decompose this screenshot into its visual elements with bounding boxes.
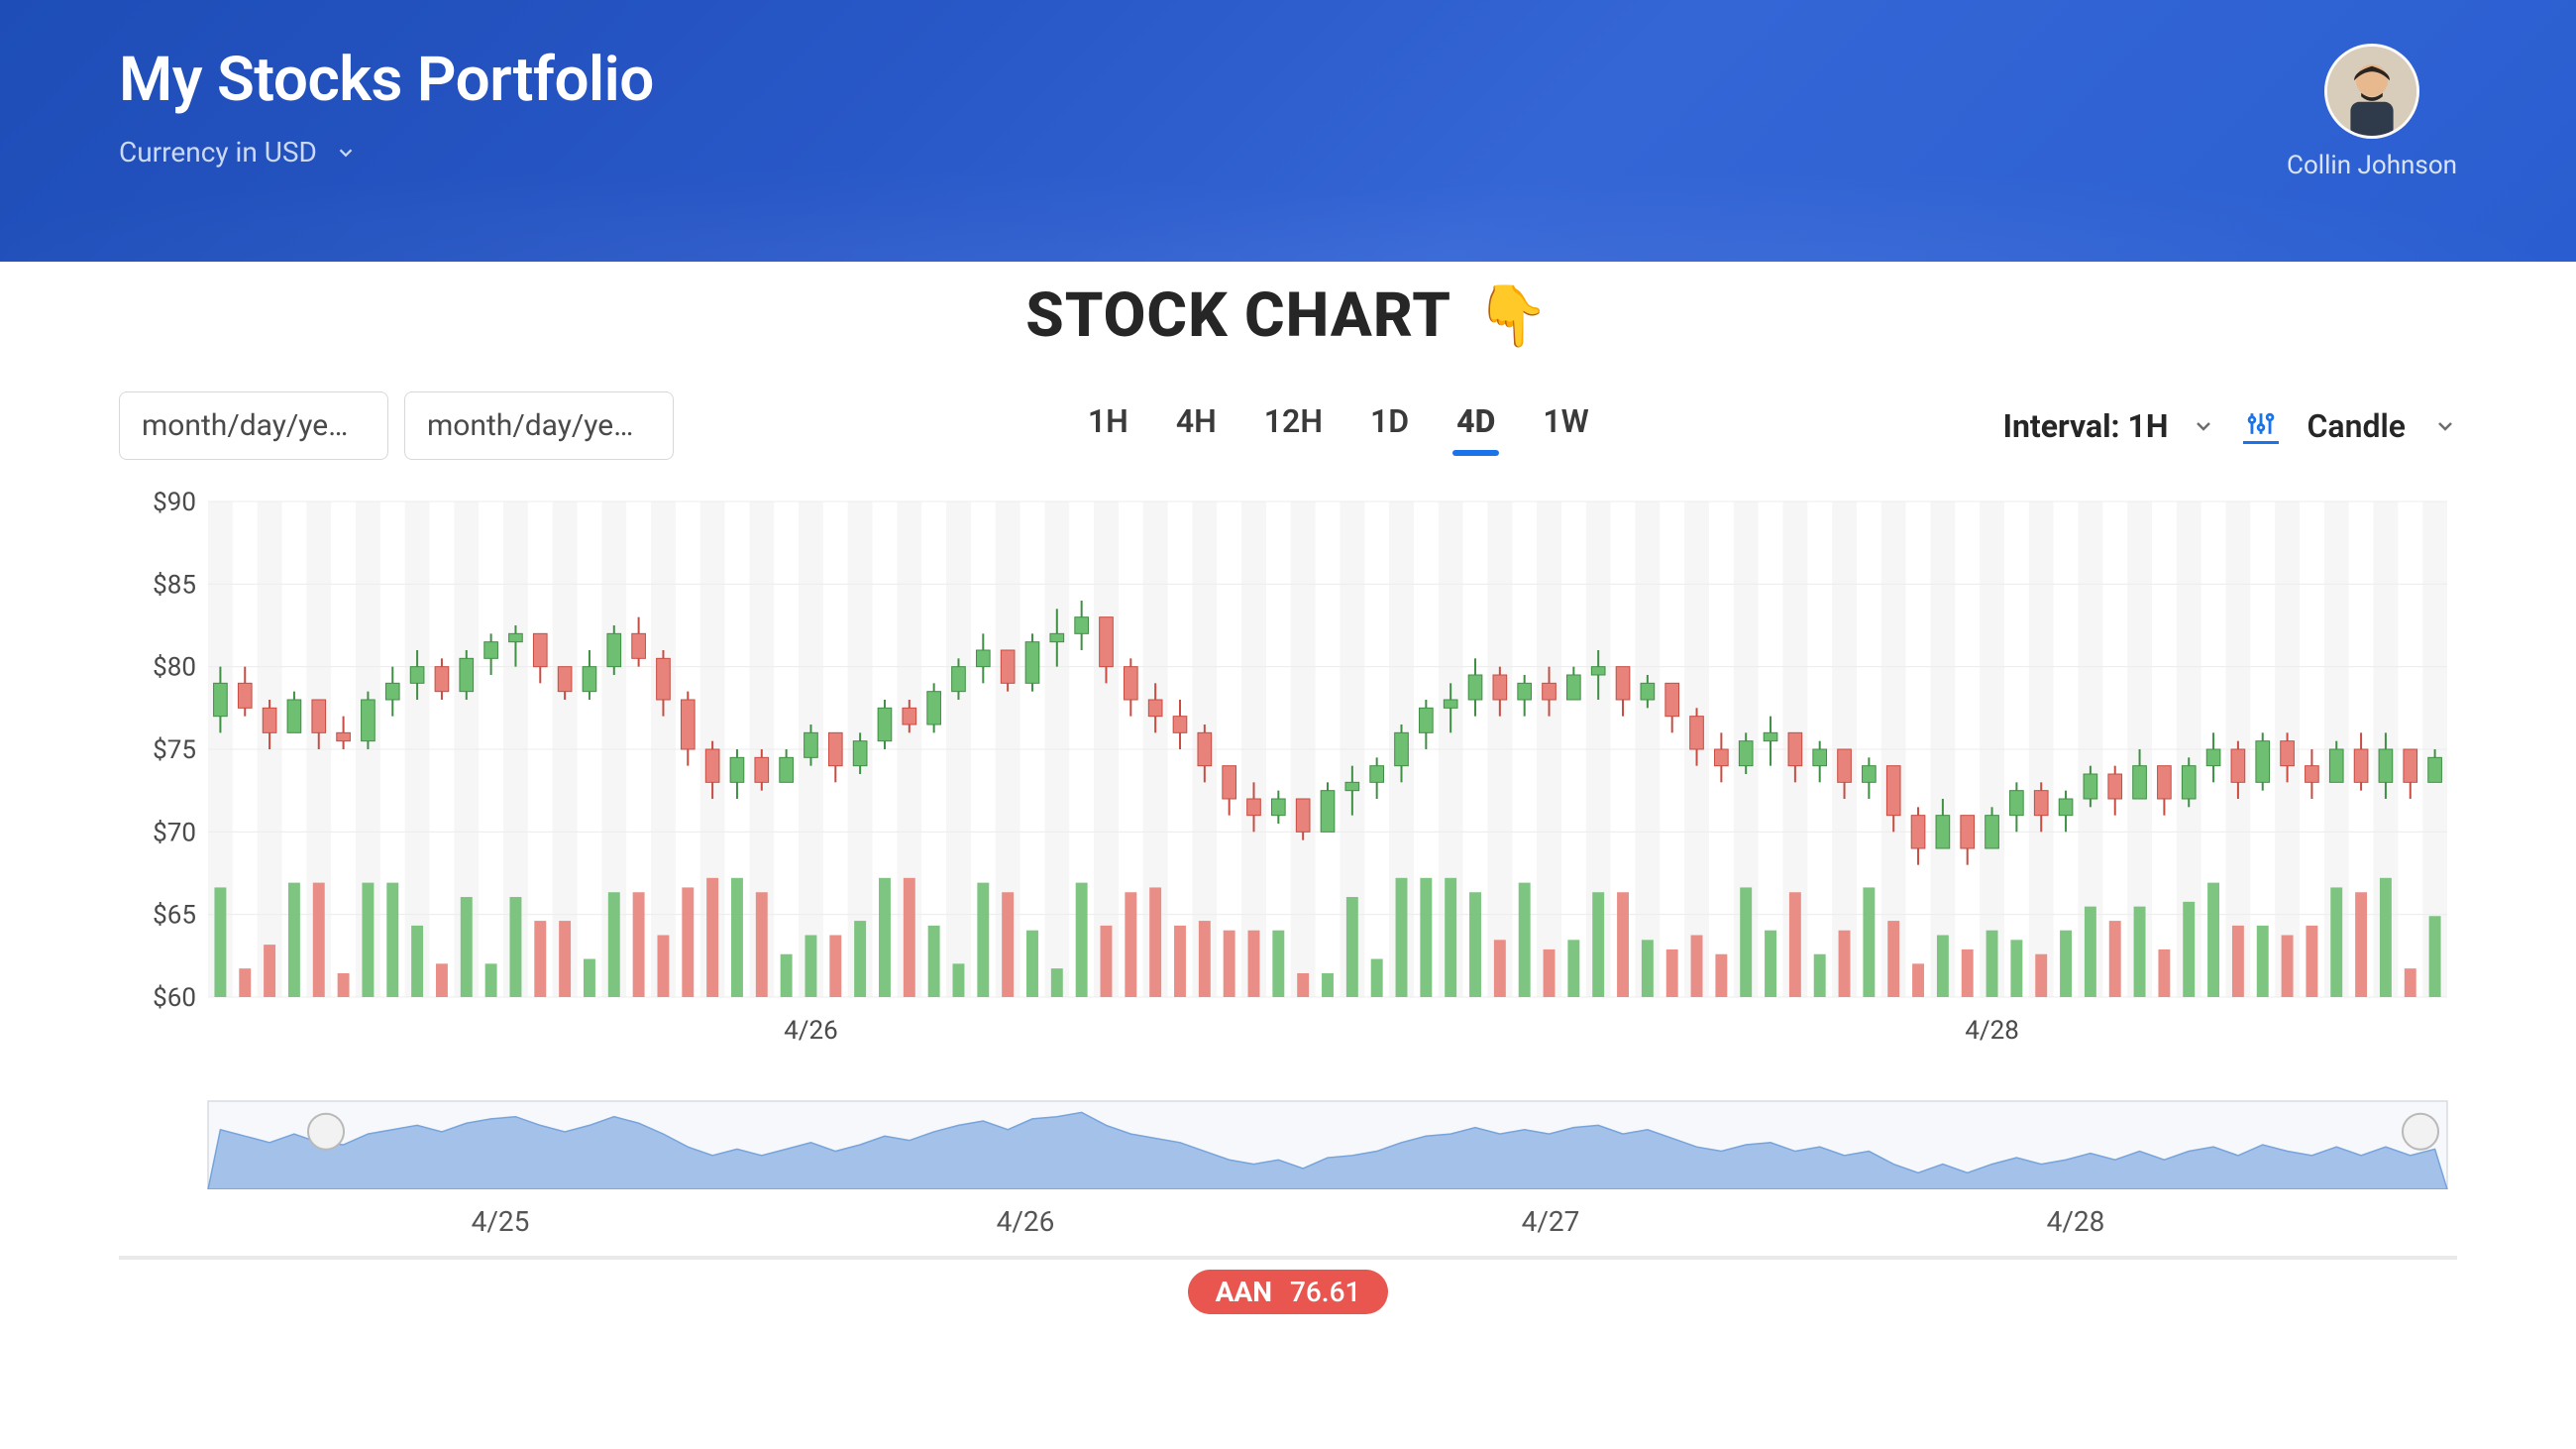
- range-button-4d[interactable]: 4D: [1452, 402, 1499, 450]
- chevron-down-icon: [2433, 414, 2457, 438]
- main-content: STOCK CHART 👇 month/day/ye… month/day/ye…: [0, 262, 2576, 1314]
- svg-text:$70: $70: [153, 818, 196, 847]
- svg-text:4/26: 4/26: [784, 1016, 838, 1046]
- currency-selector[interactable]: Currency in USD: [119, 136, 654, 168]
- user-block[interactable]: Collin Johnson: [2287, 44, 2457, 180]
- range-button-1h[interactable]: 1H: [1084, 402, 1132, 450]
- range-button-12h[interactable]: 12H: [1260, 402, 1327, 450]
- range-button-group: 1H 4H 12H 1D 4D 1W: [1084, 402, 1593, 450]
- interval-label: Interval: 1H: [2003, 407, 2169, 445]
- chart-type-select[interactable]: Candle: [2307, 407, 2457, 445]
- range-button-1w[interactable]: 1W: [1539, 402, 1592, 450]
- currency-label: Currency in USD: [119, 136, 317, 168]
- avatar[interactable]: [2324, 44, 2419, 139]
- app-header: My Stocks Portfolio Currency in USD Coll…: [0, 0, 2576, 262]
- overview-x-label: 4/28: [2047, 1205, 2105, 1238]
- svg-text:$80: $80: [153, 653, 196, 683]
- overview-chart[interactable]: [119, 1100, 2457, 1189]
- date-from-input[interactable]: month/day/ye…: [119, 391, 388, 460]
- ticker-footer: AAN 76.61: [119, 1256, 2457, 1314]
- chart-controls: month/day/ye… month/day/ye… 1H4H12H1D4D1…: [119, 391, 2457, 460]
- svg-text:$85: $85: [153, 570, 196, 600]
- svg-text:4/28: 4/28: [1965, 1016, 2019, 1046]
- interval-select[interactable]: Interval: 1H: [2003, 407, 2216, 445]
- ticker-price: 76.61: [1290, 1276, 1360, 1308]
- chart-type-label: Candle: [2307, 407, 2406, 445]
- overview-handle-right[interactable]: [2402, 1113, 2439, 1151]
- svg-text:$60: $60: [153, 983, 196, 1013]
- overview-x-label: 4/26: [997, 1205, 1055, 1238]
- chevron-down-icon: [335, 142, 357, 164]
- chart-settings-icon[interactable]: [2243, 408, 2279, 444]
- svg-text:$75: $75: [153, 735, 196, 765]
- ticker-symbol: AAN: [1216, 1276, 1272, 1308]
- svg-text:$65: $65: [153, 901, 196, 931]
- page-title: My Stocks Portfolio: [119, 44, 654, 116]
- range-button-4h[interactable]: 4H: [1172, 402, 1221, 450]
- chart-title-text: STOCK CHART: [1025, 279, 1451, 352]
- date-to-input[interactable]: month/day/ye…: [404, 391, 674, 460]
- chart-title: STOCK CHART 👇: [1025, 279, 1551, 352]
- overview-handle-left[interactable]: [307, 1113, 345, 1151]
- user-name: Collin Johnson: [2287, 151, 2457, 180]
- ticker-pill[interactable]: AAN 76.61: [1188, 1270, 1389, 1314]
- overview-x-label: 4/25: [472, 1205, 530, 1238]
- svg-text:$90: $90: [153, 492, 196, 517]
- candlestick-chart[interactable]: $60 $65 $70 $75 $80 $85 $90 4/26 4/28: [119, 492, 2457, 1076]
- point-down-icon: 👇: [1475, 280, 1551, 351]
- chevron-down-icon: [2192, 414, 2215, 438]
- range-button-1d[interactable]: 1D: [1366, 402, 1413, 450]
- overview-x-labels: 4/25 4/26 4/27 4/28: [119, 1189, 2457, 1238]
- overview-x-label: 4/27: [1522, 1205, 1580, 1238]
